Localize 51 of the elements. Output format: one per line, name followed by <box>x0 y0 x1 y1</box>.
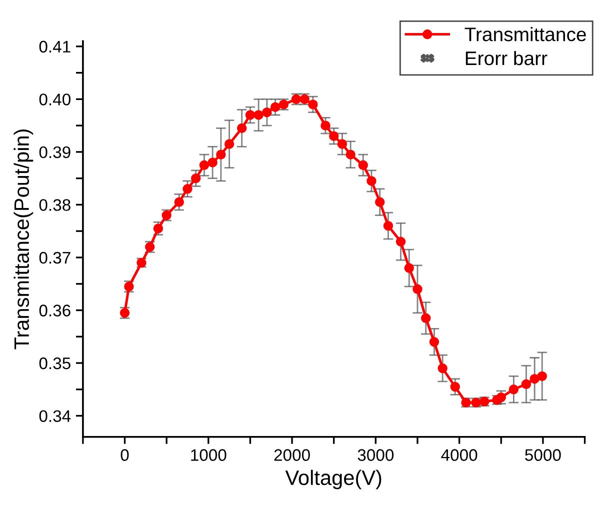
x-tick-label: 4000 <box>441 449 478 461</box>
y-tick-label: 0.36 <box>39 304 70 316</box>
legend-label: Transmittance <box>464 26 586 42</box>
y-tick-label: 0.40 <box>39 94 70 106</box>
point <box>358 160 368 170</box>
point <box>308 100 318 110</box>
y-tick-label: 0.34 <box>39 410 71 422</box>
point <box>199 160 210 170</box>
point <box>224 139 234 149</box>
point <box>236 123 247 134</box>
x-tick-label: 2000 <box>274 449 310 461</box>
annotation: Erorr barr <box>466 50 548 66</box>
point <box>262 108 272 118</box>
point <box>412 284 422 294</box>
point <box>208 158 218 168</box>
y-tick-label: 0.37 <box>39 252 70 264</box>
y-tick-label: 0.41 <box>39 40 70 53</box>
point <box>270 102 280 112</box>
point <box>420 313 431 324</box>
point <box>182 184 192 194</box>
point <box>174 197 184 207</box>
point <box>438 363 448 374</box>
point <box>245 110 256 120</box>
x-tick-label: 0 <box>120 449 129 461</box>
point <box>153 224 164 234</box>
point <box>337 139 348 149</box>
point <box>383 220 394 231</box>
point <box>190 173 201 184</box>
point <box>530 374 540 384</box>
x-tick-label: 3000 <box>358 449 394 461</box>
point <box>537 371 547 382</box>
x-axis-title: Voltage(V) <box>285 470 382 490</box>
x-tick-label: 1000 <box>191 449 226 461</box>
y-tick-label: 0.39 <box>39 146 70 158</box>
y-axis-title: Transmittance(Pout/pin) <box>14 130 34 350</box>
x-tick-label: 5000 <box>525 449 561 461</box>
point <box>254 110 264 120</box>
point <box>328 131 339 141</box>
point <box>404 263 414 273</box>
point <box>374 197 385 207</box>
point <box>508 384 519 394</box>
point <box>429 337 440 347</box>
y-tick-label: 0.35 <box>39 357 70 370</box>
point <box>366 176 376 186</box>
y-tick-label: 0.38 <box>39 199 70 211</box>
point <box>346 150 356 160</box>
point <box>396 236 406 247</box>
point <box>521 379 532 389</box>
point <box>216 150 226 160</box>
point <box>320 120 330 130</box>
point <box>450 382 460 392</box>
